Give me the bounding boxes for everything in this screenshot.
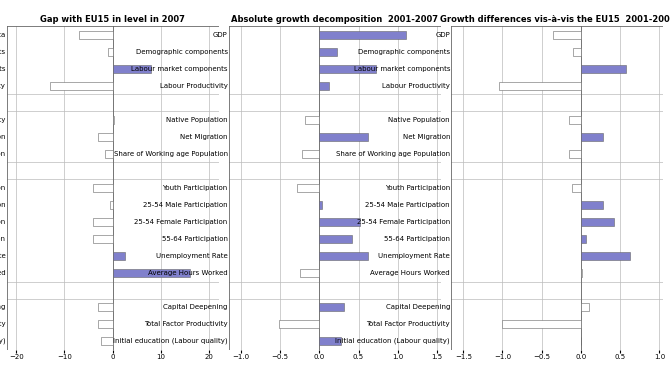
Bar — [93, 235, 113, 243]
Bar — [299, 269, 320, 277]
Bar — [581, 252, 630, 260]
Bar — [320, 252, 368, 260]
Bar — [320, 218, 360, 226]
Bar — [581, 303, 589, 311]
Bar — [108, 48, 113, 56]
Bar — [502, 320, 581, 328]
Bar — [581, 65, 626, 73]
Bar — [320, 48, 336, 56]
Bar — [302, 150, 320, 158]
Bar — [306, 116, 320, 124]
Bar — [98, 133, 113, 141]
Bar — [113, 269, 190, 277]
Bar — [110, 201, 113, 209]
Title: Growth differences vis-à-vis the EU15  2001-2007: Growth differences vis-à-vis the EU15 20… — [440, 15, 670, 24]
Bar — [93, 184, 113, 192]
Bar — [581, 269, 582, 277]
Title: Absolute growth decomposition  2001-2007: Absolute growth decomposition 2001-2007 — [232, 15, 438, 24]
Bar — [105, 150, 113, 158]
Bar — [320, 82, 329, 90]
Bar — [113, 252, 125, 260]
Bar — [320, 65, 376, 73]
Bar — [498, 82, 581, 90]
Bar — [320, 133, 368, 141]
Bar — [320, 235, 352, 243]
Bar — [93, 218, 113, 226]
Bar — [297, 184, 320, 192]
Bar — [569, 116, 581, 124]
Bar — [98, 320, 113, 328]
Bar — [113, 116, 114, 124]
Title: Gap with EU15 in level in 2007: Gap with EU15 in level in 2007 — [40, 15, 185, 24]
Bar — [279, 320, 320, 328]
Bar — [581, 235, 586, 243]
Bar — [581, 218, 614, 226]
Bar — [569, 150, 581, 158]
Bar — [581, 201, 603, 209]
Bar — [50, 82, 113, 90]
Bar — [320, 337, 341, 346]
Bar — [572, 184, 581, 192]
Bar — [100, 337, 113, 346]
Bar — [98, 303, 113, 311]
Bar — [320, 303, 344, 311]
Bar — [320, 30, 405, 39]
Bar — [553, 30, 581, 39]
Bar — [320, 201, 322, 209]
Bar — [113, 65, 151, 73]
Bar — [79, 30, 113, 39]
Bar — [581, 133, 603, 141]
Bar — [573, 48, 581, 56]
